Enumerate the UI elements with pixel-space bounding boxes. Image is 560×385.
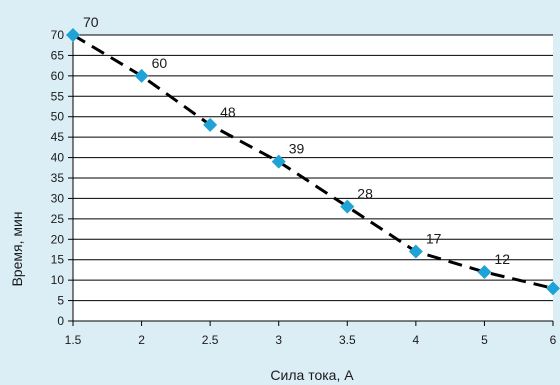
y-tick-label: 20 bbox=[51, 232, 65, 246]
y-tick-label: 25 bbox=[51, 212, 65, 226]
y-tick-label: 45 bbox=[51, 130, 65, 144]
data-point-marker bbox=[477, 264, 492, 279]
x-tick-label: 1.5 bbox=[65, 333, 82, 347]
y-tick-label: 0 bbox=[57, 314, 64, 328]
data-label: 39 bbox=[289, 141, 305, 157]
x-tick-label: 3 bbox=[275, 333, 282, 347]
x-tick-label: 5 bbox=[481, 333, 488, 347]
y-tick-label: 35 bbox=[51, 171, 65, 185]
data-label: 48 bbox=[220, 104, 236, 120]
y-tick-label: 70 bbox=[51, 28, 65, 42]
data-point-marker bbox=[134, 68, 149, 83]
y-tick-label: 40 bbox=[51, 151, 65, 165]
y-tick-label: 50 bbox=[51, 110, 65, 124]
data-label: 12 bbox=[494, 251, 510, 267]
grid-lines bbox=[73, 34, 553, 302]
data-label: 60 bbox=[152, 55, 168, 71]
data-point-marker bbox=[546, 281, 560, 296]
x-tick-label: 2.5 bbox=[202, 333, 219, 347]
data-point-marker bbox=[203, 117, 218, 132]
data-point-marker bbox=[340, 199, 355, 214]
y-tick-label: 60 bbox=[51, 69, 65, 83]
y-axis-title: Время, мин bbox=[9, 211, 25, 286]
y-tick-label: 65 bbox=[51, 48, 65, 62]
y-tick-label: 15 bbox=[51, 253, 65, 267]
y-tick-label: 5 bbox=[57, 294, 64, 308]
y-tick-labels: 0 5 10 15 20 25 30 35 40 45 50 55 60 65 70 bbox=[51, 28, 65, 328]
series-line bbox=[72, 33, 554, 290]
x-tick-label: 2 bbox=[138, 333, 145, 347]
y-tick-label: 55 bbox=[51, 89, 65, 103]
x-tick-label: 4 bbox=[413, 333, 420, 347]
y-tick-label: 10 bbox=[51, 273, 65, 287]
axes bbox=[68, 34, 554, 326]
x-tick-label: 6 bbox=[550, 333, 557, 347]
data-label: 17 bbox=[426, 231, 442, 247]
data-point-marker bbox=[271, 154, 286, 169]
data-point-marker bbox=[66, 28, 80, 42]
x-tick-label: 3.5 bbox=[339, 333, 356, 347]
data-labels: 706048392817128 bbox=[83, 14, 510, 267]
series-group bbox=[66, 28, 560, 296]
x-tick-labels: 1.5 2 2.5 3 3.5 4 5 6 bbox=[65, 333, 557, 347]
y-tick-label: 30 bbox=[51, 191, 65, 205]
data-label: 28 bbox=[357, 186, 373, 202]
data-label: 70 bbox=[83, 14, 99, 30]
x-axis-title: Сила тока, А bbox=[270, 367, 354, 383]
data-point-marker bbox=[408, 244, 423, 259]
